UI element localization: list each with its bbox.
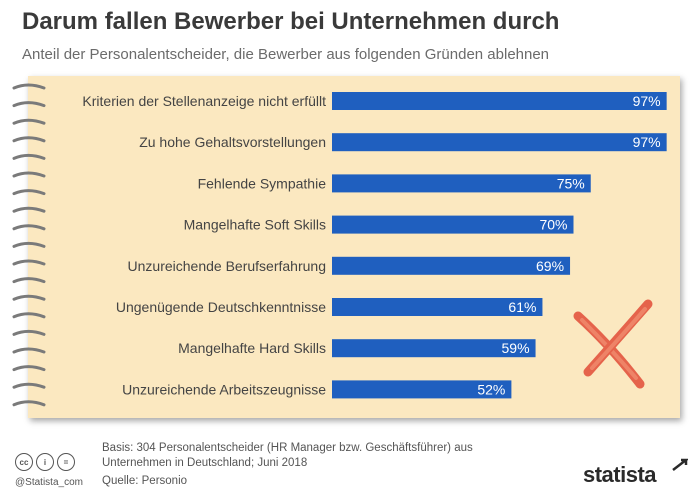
bar-value-label: 61% xyxy=(508,299,536,315)
bar xyxy=(332,256,571,275)
binding-ring xyxy=(12,400,46,407)
license-icons: cc i = xyxy=(15,453,75,471)
binding-ring xyxy=(12,329,46,336)
binding-ring xyxy=(12,241,46,248)
binding-ring xyxy=(12,347,46,354)
category-label: Unzureichende Berufserfahrung xyxy=(128,258,326,274)
binding-ring xyxy=(12,259,46,266)
category-label: Mangelhafte Hard Skills xyxy=(178,340,326,356)
notepad-background xyxy=(28,76,680,418)
bar-value-label: 97% xyxy=(633,93,661,109)
binding-ring xyxy=(12,277,46,284)
bar xyxy=(332,92,667,110)
category-label: Unzureichende Arbeitszeugnisse xyxy=(122,381,326,397)
binding-ring xyxy=(12,206,46,213)
binding-ring xyxy=(12,83,46,90)
binding-ring xyxy=(12,382,46,389)
binding-ring xyxy=(12,101,46,108)
category-label: Ungenügende Deutschkenntnisse xyxy=(116,299,326,315)
footer-source: Quelle: Personio xyxy=(102,475,188,487)
bar-value-label: 59% xyxy=(502,340,530,356)
binding-ring xyxy=(12,118,46,125)
binding-ring xyxy=(12,294,46,301)
binding-ring xyxy=(12,171,46,178)
category-label: Kriterien der Stellenanzeige nicht erfül… xyxy=(82,93,326,109)
category-label: Mangelhafte Soft Skills xyxy=(184,217,326,233)
chart-subtitle: Anteil der Personalentscheider, die Bewe… xyxy=(22,46,550,63)
binding-ring xyxy=(12,153,46,160)
binding-ring xyxy=(12,224,46,231)
bar-value-label: 70% xyxy=(539,217,567,233)
bar xyxy=(332,133,667,152)
category-label: Fehlende Sympathie xyxy=(198,175,327,191)
attribution-icon: i xyxy=(36,453,54,471)
binding-ring xyxy=(12,365,46,372)
chart-title: Darum fallen Bewerber bei Unternehmen du… xyxy=(22,8,560,35)
spiral-binding xyxy=(12,83,46,407)
red-x-mark xyxy=(573,299,653,389)
bar xyxy=(332,215,574,234)
binding-ring xyxy=(12,189,46,196)
bar xyxy=(332,380,512,399)
bar-value-label: 69% xyxy=(536,258,564,274)
bar-value-label: 75% xyxy=(557,175,585,191)
category-label: Zu hohe Gehaltsvorstellungen xyxy=(139,134,326,150)
statista-logo-arrow-icon xyxy=(672,458,688,471)
cc-icon: cc xyxy=(15,453,33,471)
bar xyxy=(332,339,536,358)
no-derivatives-icon: = xyxy=(57,453,75,471)
bar-value-label: 97% xyxy=(633,134,661,150)
statista-logo: statista xyxy=(583,462,657,487)
bar xyxy=(332,174,591,193)
bar xyxy=(332,298,543,316)
bar-value-label: 52% xyxy=(477,381,505,397)
binding-ring xyxy=(12,312,46,319)
binding-ring xyxy=(12,136,46,143)
footer-basis: Basis: 304 Personalentscheider (HR Manag… xyxy=(102,442,473,469)
statista-handle: @Statista_com xyxy=(15,477,83,488)
